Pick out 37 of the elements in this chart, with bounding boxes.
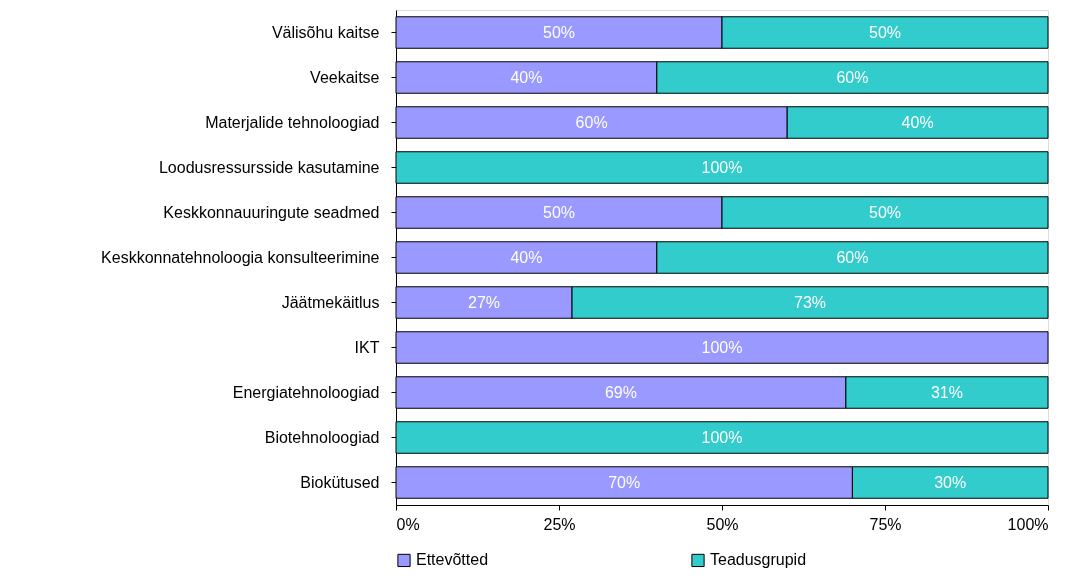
data-label: 50% [868,23,902,41]
data-label: 50% [542,23,576,41]
legend-label: Ettevõtted [416,551,489,569]
data-label: 100% [701,158,743,176]
x-tick-label: 50% [706,515,739,533]
y-tick-label: Välisõhu kaitse [271,23,380,41]
legend-label: Teadusgrupid [710,551,807,569]
data-label: 50% [542,203,576,221]
data-label: 40% [510,248,543,266]
data-label: 100% [701,338,743,356]
x-tick-label: 75% [869,515,902,533]
y-tick-label: Loodusressursside kasutamine [158,158,380,176]
x-tick-label: 25% [543,515,576,533]
y-tick-label: Biotehnoloogiad [264,428,380,446]
data-label: 70% [608,473,641,491]
y-tick-label: Keskkonnatehnoloogia konsulteerimine [101,248,380,266]
data-label: 31% [930,383,963,401]
y-tick-label: Energiatehnoloogiad [232,383,380,401]
y-tick-label: Biokütused [300,473,380,491]
data-label: 50% [868,203,902,221]
data-label: 27% [468,293,501,311]
x-tick-label: 0% [396,515,420,533]
data-label: 40% [901,113,934,131]
data-label: 73% [794,293,827,311]
y-tick-label: IKT [354,338,380,356]
y-tick-label: Veekaitse [310,68,380,86]
data-label: 30% [934,473,967,491]
data-label: 60% [836,68,869,86]
data-label: 69% [604,383,637,401]
data-label: 40% [510,68,543,86]
y-tick-label: Jäätmekäitlus [281,293,380,311]
y-tick-label: Keskkonnauuringute seadmed [163,203,380,221]
y-tick-label: Materjalide tehnoloogiad [205,113,380,131]
x-tick-label: 100% [1007,515,1049,533]
data-label: 100% [701,428,743,446]
data-label: 60% [575,113,608,131]
data-label: 60% [836,248,869,266]
